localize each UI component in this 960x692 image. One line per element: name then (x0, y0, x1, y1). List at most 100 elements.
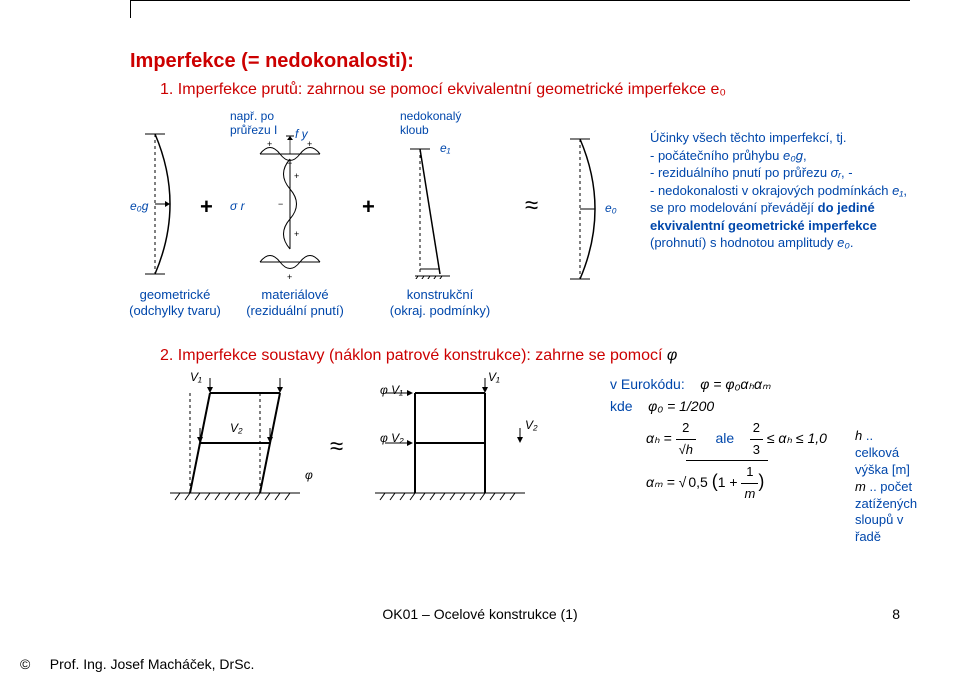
section2-text: 2. Imperfekce soustavy (náklon patrové k… (160, 347, 667, 364)
label-v1-b: V₁ (488, 370, 500, 384)
diagram-residual: + + − + − + (250, 134, 330, 284)
eff-l7c: . (850, 235, 854, 250)
ah-bound-frac: 2 3 (750, 418, 763, 461)
plus-1: + (200, 194, 213, 220)
caption-mat-l1: materiálové (261, 287, 328, 302)
diagram-joint (400, 144, 460, 279)
svg-text:+: + (287, 272, 292, 282)
label-v1-a: V₁ (190, 370, 202, 384)
label-nedok: nedokonalý kloub (400, 109, 461, 137)
caption-construction: konstrukční (okraj. podmínky) (380, 287, 500, 318)
am-frac: 1 m (741, 462, 758, 505)
svg-text:+: + (267, 139, 272, 149)
am-05: 0,5 (688, 474, 707, 490)
author-name: Prof. Ing. Josef Macháček, DrSc. (50, 656, 255, 672)
label-phiv1: φ V₁ (380, 383, 403, 397)
note-h-txt: .. celková výška [m] (855, 428, 910, 477)
label-napr-l1: např. po (230, 109, 274, 123)
svg-text:+: + (294, 229, 299, 239)
copyright-symbol: © (20, 656, 30, 672)
kde-label: kde (610, 398, 633, 414)
eff-l3a: - reziduálního pnutí po průřezu (650, 165, 831, 180)
caption-con-l2: (okraj. podmínky) (390, 303, 490, 318)
eff-l3b: σᵣ (831, 165, 841, 180)
formula-block: v Eurokódu: φ = φ₀αₕαₘ kde φ₀ = 1/200 αₕ… (610, 373, 827, 505)
ale-label: ale (715, 430, 734, 446)
ah-den-h: h (686, 442, 693, 457)
eff-l7a: (prohnutí) s hodnotou amplitudy (650, 235, 837, 250)
phi0-eq: φ₀ = 1/200 (648, 398, 714, 414)
eff-l7b: e₀ (837, 235, 850, 250)
note-h-sym: h (855, 428, 862, 443)
am-1plus: 1 + (718, 474, 738, 490)
content-area: Imperfekce (= nedokonalosti): 1. Imperfe… (0, 10, 960, 533)
label-nedok-l2: kloub (400, 123, 429, 137)
caption-material: materiálové (reziduální pnutí) (230, 287, 360, 318)
am-fd: m (741, 484, 758, 505)
label-e0g: e₀g (130, 199, 148, 213)
frame-horizontal (130, 0, 910, 1)
eff-l4a: - nedokonalosti v okrajových podmínkách (650, 183, 892, 198)
eff-l1: Účinky všech těchto imperfekcí, tj. (650, 130, 847, 145)
footer-course: OK01 – Ocelové konstrukce (1) (382, 606, 577, 622)
effects-text: Účinky všech těchto imperfekcí, tj. - po… (650, 129, 950, 252)
label-naprpo: např. po průřezu I (230, 109, 277, 137)
page: Imperfekce (= nedokonalosti): 1. Imperfe… (0, 0, 960, 692)
label-sigma-r: σ r (230, 199, 245, 213)
section-1-heading: 1. Imperfekce prutů: zahrnou se pomocí e… (160, 81, 920, 99)
section2-phi: φ (667, 347, 677, 364)
ah-frac: 2 √h (676, 418, 696, 461)
page-title: Imperfekce (= nedokonalosti): (130, 50, 920, 73)
eff-l2c: , (803, 148, 807, 163)
ah-num: 2 (676, 418, 696, 440)
footer-page-number: 8 (892, 606, 900, 622)
am-lhs: αₘ = (646, 474, 675, 490)
footer-center: OK01 – Ocelové konstrukce (1) 8 (0, 606, 960, 622)
diagram-row-2: V₁ V₂ φ ≈ (130, 373, 920, 533)
ah-bound: ≤ αₕ ≤ 1,0 (767, 430, 827, 446)
section-2-heading: 2. Imperfekce soustavy (náklon patrové k… (160, 347, 920, 365)
formula-euro: v Eurokódu: φ = φ₀αₕαₘ (610, 373, 827, 395)
ah-bn: 2 (750, 418, 763, 440)
note-m2: sloupů v řadě (855, 512, 903, 544)
label-phi-a: φ (305, 468, 313, 482)
eff-l2b: e₀g (783, 148, 803, 163)
label-v2-b: V₂ (525, 418, 538, 432)
eff-l5: se pro modelování převádějí (650, 200, 818, 215)
eff-l4c: , (903, 183, 907, 198)
ah-den: √h (676, 440, 696, 461)
formula-phi0: kde φ₀ = 1/200 (610, 395, 827, 417)
frame-vertical (130, 0, 131, 18)
am-sqrt: √ 0,5 (1 + 1 m ) (679, 474, 769, 490)
caption-geom-l2: (odchylky tvaru) (129, 303, 221, 318)
diagram-frame-tilted (160, 373, 310, 513)
formula-ah: αₕ = 2 √h ale 2 3 ≤ αₕ ≤ 1,0 (646, 418, 827, 461)
ah-lhs: αₕ = (646, 430, 672, 446)
caption-geom-l1: geometrické (140, 287, 211, 302)
am-fn: 1 (741, 462, 758, 484)
label-nedok-l1: nedokonalý (400, 109, 461, 123)
svg-text:−: − (278, 199, 283, 209)
footer-left: © Prof. Ing. Josef Macháček, DrSc. (20, 656, 254, 672)
euro-label: v Eurokódu: (610, 376, 685, 392)
approx-2: ≈ (330, 433, 343, 461)
caption-geometric: geometrické (odchylky tvaru) (115, 287, 235, 318)
approx-1: ≈ (525, 192, 538, 220)
euro-eq: φ = φ₀αₕαₘ (700, 376, 770, 392)
svg-text:+: + (294, 171, 299, 181)
label-phiv2: φ V₂ (380, 431, 404, 445)
eff-l2a: - počátečního průhybu (650, 148, 783, 163)
svg-text:+: + (307, 139, 312, 149)
note-m-sym: m (855, 479, 866, 494)
label-e0: e₀ (605, 201, 617, 215)
formula-am: αₘ = √ 0,5 (1 + 1 m ) (646, 460, 827, 505)
eff-l3c: , - (841, 165, 853, 180)
plus-2: + (362, 194, 375, 220)
eff-l5b: do jediné (818, 200, 875, 215)
ah-bd: 3 (750, 440, 763, 461)
caption-mat-l2: (reziduální pnutí) (246, 303, 344, 318)
label-v2-a: V₂ (230, 421, 243, 435)
eff-l4b: e₁ (892, 183, 903, 198)
diagram-row-1: e₀g geometrické (odchylky tvaru) + např.… (130, 109, 920, 339)
formula-notes: h h .. celková výška [m].. celková výška… (855, 428, 917, 546)
